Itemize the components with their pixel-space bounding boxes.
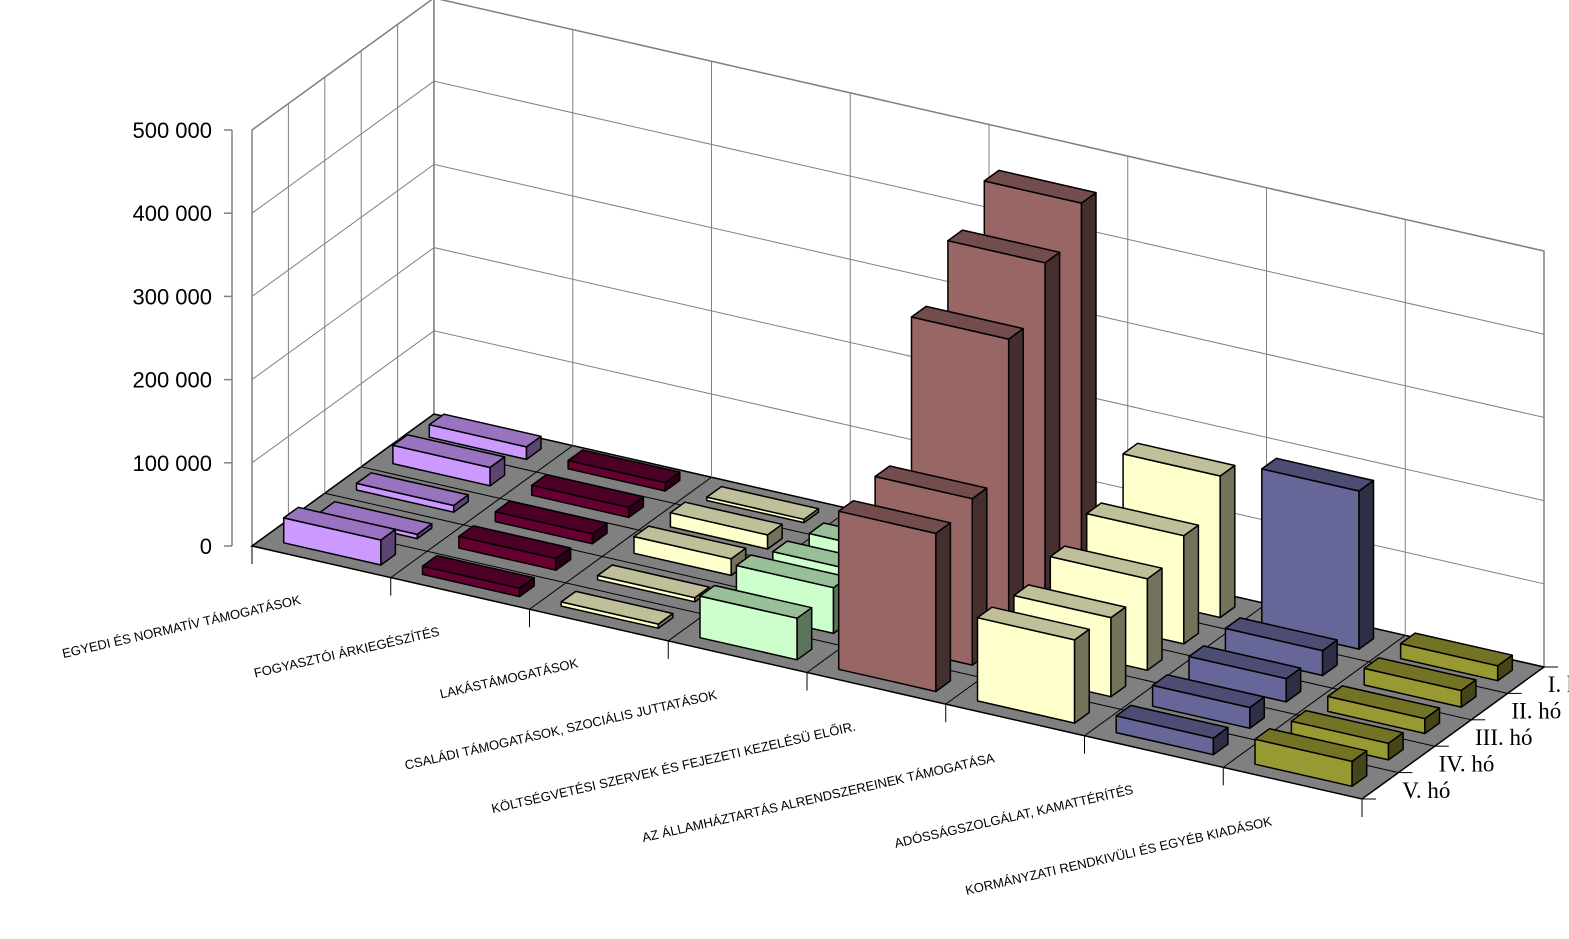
- series-label: III. hó: [1475, 725, 1532, 750]
- bar-top: [1013, 584, 1127, 619]
- bars: [282, 169, 1514, 788]
- y-tick-label: 200 000: [132, 368, 212, 393]
- bar-side: [1110, 606, 1127, 698]
- bar-3-series-5: [560, 590, 674, 629]
- bar-top: [1224, 617, 1338, 652]
- y-gridline: [251, 80, 1545, 335]
- series-label: IV. hó: [1439, 751, 1495, 776]
- bar-2-series-1: [567, 449, 681, 492]
- bar-top: [669, 501, 783, 536]
- axes: [224, 129, 1558, 817]
- bar-top: [428, 413, 542, 448]
- category-label: ADÓSSÁGSZOLGÁLAT, KAMATTÉRÍTÉS: [893, 782, 1135, 851]
- bar-7-series-2: [1224, 617, 1338, 677]
- y-tick-label: 300 000: [132, 284, 212, 309]
- bar-front: [1261, 468, 1360, 650]
- bar-top: [1290, 709, 1404, 745]
- bar-top: [1122, 442, 1236, 477]
- floor-category-divider: [529, 476, 712, 610]
- bar-5-series-5: [837, 499, 952, 693]
- bar-top: [392, 434, 506, 469]
- bar-1-series-5: [282, 506, 397, 566]
- bar-8-series-1: [1399, 632, 1514, 682]
- bar-top: [947, 229, 1061, 264]
- bar-top: [874, 465, 988, 500]
- bar-top: [976, 606, 1090, 641]
- y-tick-label: 100 000: [132, 451, 212, 476]
- bar-8-series-3: [1327, 685, 1441, 735]
- bar-side: [1219, 464, 1236, 619]
- bar-top: [1399, 632, 1514, 667]
- bar-top: [706, 485, 820, 521]
- bar-1-series-1: [428, 413, 542, 461]
- bar-8-series-5: [1254, 727, 1368, 788]
- y-tick-label: 0: [200, 534, 212, 559]
- y-gridline: [251, 0, 1545, 252]
- floor-category-divider: [1222, 634, 1406, 768]
- y-gridline: [251, 163, 1545, 418]
- bar-1-series-3: [355, 472, 469, 513]
- bar-side: [1146, 567, 1163, 672]
- bar-top: [1115, 704, 1229, 739]
- bar-side: [935, 522, 952, 693]
- floor-category-divider: [390, 445, 574, 579]
- bar-2-series-2: [530, 473, 645, 519]
- bar-top: [421, 554, 535, 590]
- y-tick-label: 400 000: [132, 201, 212, 226]
- bar-top: [596, 564, 711, 599]
- bar-3-series-2: [669, 501, 783, 550]
- bar-top: [355, 472, 469, 507]
- bar-top: [837, 499, 952, 535]
- bar-7-series-1: [1261, 457, 1375, 650]
- bar-top: [282, 506, 397, 541]
- bar-top: [1254, 727, 1368, 763]
- bar-top: [494, 500, 608, 535]
- bar-top: [983, 169, 1097, 204]
- bar-top: [1049, 545, 1163, 580]
- bar-1-series-2: [392, 434, 506, 487]
- bar-3-series-1: [706, 485, 820, 524]
- bar-top: [1151, 674, 1266, 709]
- bar-top: [567, 449, 681, 484]
- bar-top: [1327, 685, 1441, 720]
- bar-2-series-3: [494, 500, 608, 545]
- bar-top: [633, 525, 747, 560]
- bar-side: [1073, 628, 1090, 724]
- bar-6-series-5: [976, 606, 1090, 724]
- series-label: I. hó: [1548, 672, 1569, 697]
- bar-8-series-2: [1363, 657, 1477, 708]
- bar-top: [699, 584, 813, 619]
- bar-7-series-5: [1115, 704, 1229, 756]
- category-label: KORMÁNYZATI RENDKIVÜLI ÉS EGYÉB KIADÁSOK: [964, 813, 1274, 897]
- bar-2-series-4: [458, 525, 572, 571]
- bar-top: [1188, 645, 1302, 680]
- y-axis-tick-labels: 0 100 000 200 000 300 000 400 000 500 000: [132, 118, 212, 559]
- bar-side: [1358, 479, 1375, 650]
- series-label: V. hó: [1402, 778, 1450, 803]
- category-label: FOGYASZTÓI ÁRKIEGÉSZÍTÉS: [252, 624, 441, 681]
- category-label: EGYEDI ÉS NORMATÍV TÁMOGATÁSOK: [61, 592, 303, 661]
- bar-top: [1363, 657, 1477, 692]
- bar-front: [837, 510, 937, 693]
- bar-top: [1261, 457, 1375, 492]
- y-gridline: [251, 247, 1545, 502]
- bar-top: [560, 590, 674, 625]
- bar-2-series-5: [421, 554, 535, 598]
- bar-3-series-4: [596, 564, 711, 603]
- bar-top: [458, 525, 572, 560]
- category-label: LAKÁSTÁMOGATÁSOK: [438, 655, 579, 701]
- bar-4-series-5: [699, 584, 813, 661]
- y-tick-label: 500 000: [132, 118, 212, 143]
- bar-top: [1085, 502, 1200, 537]
- series-label: II. hó: [1511, 699, 1561, 724]
- bar-side: [1183, 524, 1200, 645]
- bar-top: [910, 305, 1024, 340]
- bar-top: [530, 473, 645, 509]
- bar-7-series-4: [1151, 674, 1266, 730]
